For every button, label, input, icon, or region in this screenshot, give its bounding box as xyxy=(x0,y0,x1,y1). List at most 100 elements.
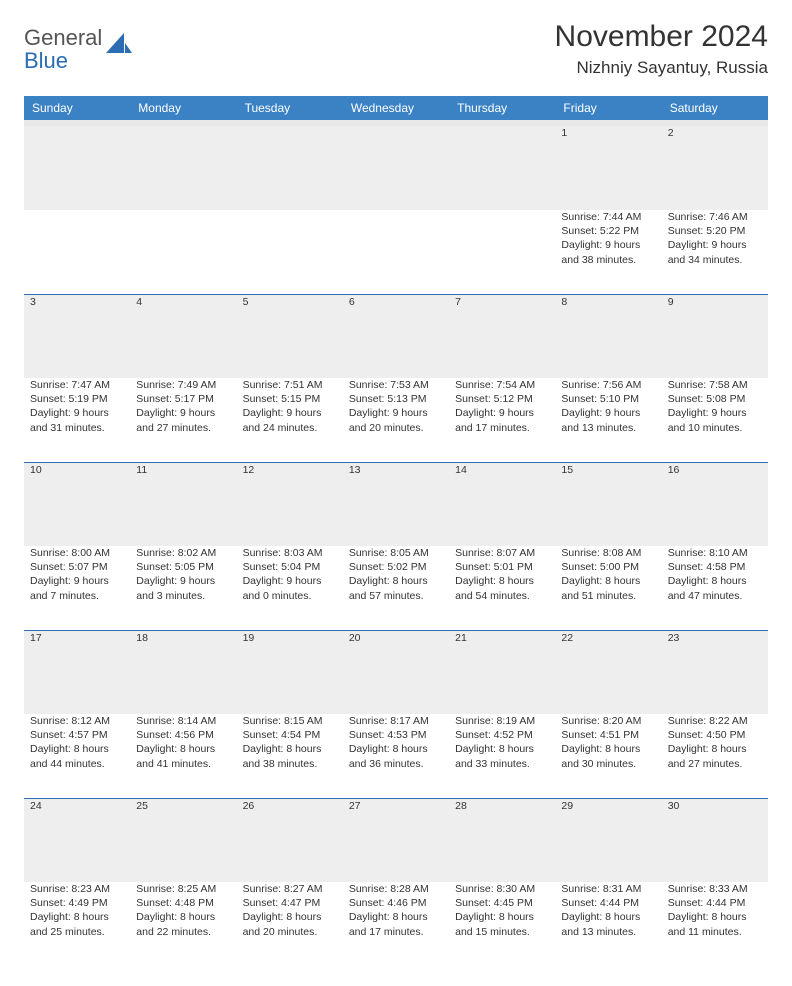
day-cell: Sunrise: 8:15 AMSunset: 4:54 PMDaylight:… xyxy=(237,714,343,798)
detail-line: Sunset: 5:10 PM xyxy=(561,392,655,406)
detail-line: and 47 minutes. xyxy=(668,589,762,603)
detail-line: Sunrise: 8:15 AM xyxy=(243,714,337,728)
detail-line: Daylight: 8 hours xyxy=(668,910,762,924)
detail-line: Sunset: 4:53 PM xyxy=(349,728,443,742)
day-number: 1 xyxy=(555,126,661,210)
detail-line: Sunset: 4:49 PM xyxy=(30,896,124,910)
detail-line: Sunrise: 7:53 AM xyxy=(349,378,443,392)
day-number xyxy=(24,126,130,210)
detail-line: Daylight: 8 hours xyxy=(455,742,549,756)
day-number xyxy=(130,126,236,210)
day-number: 15 xyxy=(555,462,661,546)
day-cell: Sunrise: 7:46 AMSunset: 5:20 PMDaylight:… xyxy=(662,210,768,294)
weekday-header: Monday xyxy=(130,96,236,120)
day-number xyxy=(449,126,555,210)
detail-line: Sunrise: 8:12 AM xyxy=(30,714,124,728)
detail-line: Daylight: 8 hours xyxy=(561,742,655,756)
detail-line: and 36 minutes. xyxy=(349,757,443,771)
day-cell: Sunrise: 7:47 AMSunset: 5:19 PMDaylight:… xyxy=(24,378,130,462)
day-cell: Sunrise: 8:23 AMSunset: 4:49 PMDaylight:… xyxy=(24,882,130,966)
day-details: Sunrise: 7:56 AMSunset: 5:10 PMDaylight:… xyxy=(561,378,655,435)
detail-line: Sunset: 4:44 PM xyxy=(668,896,762,910)
day-cell: Sunrise: 7:44 AMSunset: 5:22 PMDaylight:… xyxy=(555,210,661,294)
detail-line: Sunset: 4:51 PM xyxy=(561,728,655,742)
day-details: Sunrise: 8:33 AMSunset: 4:44 PMDaylight:… xyxy=(668,882,762,939)
brand-logo: General Blue xyxy=(24,20,132,72)
weekday-header: Sunday xyxy=(24,96,130,120)
day-number: 21 xyxy=(449,630,555,714)
detail-line: Sunset: 5:05 PM xyxy=(136,560,230,574)
weekday-header: Thursday xyxy=(449,96,555,120)
day-number: 17 xyxy=(24,630,130,714)
detail-line: Sunset: 4:52 PM xyxy=(455,728,549,742)
day-number: 22 xyxy=(555,630,661,714)
day-details: Sunrise: 8:00 AMSunset: 5:07 PMDaylight:… xyxy=(30,546,124,603)
day-cell: Sunrise: 8:03 AMSunset: 5:04 PMDaylight:… xyxy=(237,546,343,630)
brand-word1: General xyxy=(24,25,102,50)
sail-icon xyxy=(106,31,132,58)
detail-line: Daylight: 9 hours xyxy=(561,406,655,420)
detail-line: and 44 minutes. xyxy=(30,757,124,771)
week-row: Sunrise: 7:47 AMSunset: 5:19 PMDaylight:… xyxy=(24,378,768,462)
detail-line: Sunrise: 8:31 AM xyxy=(561,882,655,896)
day-number: 3 xyxy=(24,294,130,378)
day-cell xyxy=(237,210,343,294)
day-details: Sunrise: 8:10 AMSunset: 4:58 PMDaylight:… xyxy=(668,546,762,603)
detail-line: Sunset: 5:20 PM xyxy=(668,224,762,238)
detail-line: Sunset: 4:45 PM xyxy=(455,896,549,910)
detail-line: Sunset: 5:13 PM xyxy=(349,392,443,406)
day-number: 18 xyxy=(130,630,236,714)
detail-line: Sunset: 5:01 PM xyxy=(455,560,549,574)
day-details: Sunrise: 8:12 AMSunset: 4:57 PMDaylight:… xyxy=(30,714,124,771)
day-details: Sunrise: 7:47 AMSunset: 5:19 PMDaylight:… xyxy=(30,378,124,435)
detail-line: Daylight: 8 hours xyxy=(668,742,762,756)
detail-line: Sunrise: 7:58 AM xyxy=(668,378,762,392)
day-cell: Sunrise: 8:25 AMSunset: 4:48 PMDaylight:… xyxy=(130,882,236,966)
day-cell: Sunrise: 8:17 AMSunset: 4:53 PMDaylight:… xyxy=(343,714,449,798)
day-number xyxy=(343,126,449,210)
day-cell: Sunrise: 8:05 AMSunset: 5:02 PMDaylight:… xyxy=(343,546,449,630)
detail-line: Daylight: 8 hours xyxy=(243,910,337,924)
detail-line: Daylight: 9 hours xyxy=(30,406,124,420)
day-cell: Sunrise: 7:56 AMSunset: 5:10 PMDaylight:… xyxy=(555,378,661,462)
detail-line: Sunset: 5:04 PM xyxy=(243,560,337,574)
day-cell: Sunrise: 8:08 AMSunset: 5:00 PMDaylight:… xyxy=(555,546,661,630)
detail-line: Sunrise: 8:28 AM xyxy=(349,882,443,896)
detail-line: and 27 minutes. xyxy=(136,421,230,435)
detail-line: Sunrise: 8:00 AM xyxy=(30,546,124,560)
detail-line: Sunrise: 8:05 AM xyxy=(349,546,443,560)
day-number: 27 xyxy=(343,798,449,882)
detail-line: and 20 minutes. xyxy=(243,925,337,939)
detail-line: Sunset: 4:57 PM xyxy=(30,728,124,742)
detail-line: Daylight: 9 hours xyxy=(561,238,655,252)
detail-line: Daylight: 8 hours xyxy=(349,910,443,924)
title-block: November 2024 Nizhniy Sayantuy, Russia xyxy=(555,20,768,78)
detail-line: Sunrise: 8:27 AM xyxy=(243,882,337,896)
detail-line: Sunrise: 8:10 AM xyxy=(668,546,762,560)
detail-line: Sunset: 4:48 PM xyxy=(136,896,230,910)
detail-line: Sunset: 5:15 PM xyxy=(243,392,337,406)
day-number: 13 xyxy=(343,462,449,546)
detail-line: and 27 minutes. xyxy=(668,757,762,771)
calendar-page: General Blue November 2024 Nizhniy Sayan… xyxy=(0,0,792,986)
detail-line: Sunset: 4:47 PM xyxy=(243,896,337,910)
detail-line: Daylight: 9 hours xyxy=(455,406,549,420)
daynum-row: 24252627282930 xyxy=(24,798,768,882)
day-details: Sunrise: 8:25 AMSunset: 4:48 PMDaylight:… xyxy=(136,882,230,939)
day-number: 19 xyxy=(237,630,343,714)
day-details: Sunrise: 7:51 AMSunset: 5:15 PMDaylight:… xyxy=(243,378,337,435)
day-cell: Sunrise: 8:22 AMSunset: 4:50 PMDaylight:… xyxy=(662,714,768,798)
day-cell xyxy=(130,210,236,294)
detail-line: Sunset: 4:44 PM xyxy=(561,896,655,910)
day-cell: Sunrise: 7:51 AMSunset: 5:15 PMDaylight:… xyxy=(237,378,343,462)
detail-line: Daylight: 8 hours xyxy=(136,742,230,756)
detail-line: Daylight: 8 hours xyxy=(243,742,337,756)
detail-line: Sunrise: 8:03 AM xyxy=(243,546,337,560)
detail-line: Sunrise: 8:30 AM xyxy=(455,882,549,896)
location-label: Nizhniy Sayantuy, Russia xyxy=(555,58,768,78)
detail-line: Sunrise: 8:23 AM xyxy=(30,882,124,896)
detail-line: and 3 minutes. xyxy=(136,589,230,603)
detail-line: and 25 minutes. xyxy=(30,925,124,939)
day-number: 24 xyxy=(24,798,130,882)
detail-line: Sunset: 4:50 PM xyxy=(668,728,762,742)
